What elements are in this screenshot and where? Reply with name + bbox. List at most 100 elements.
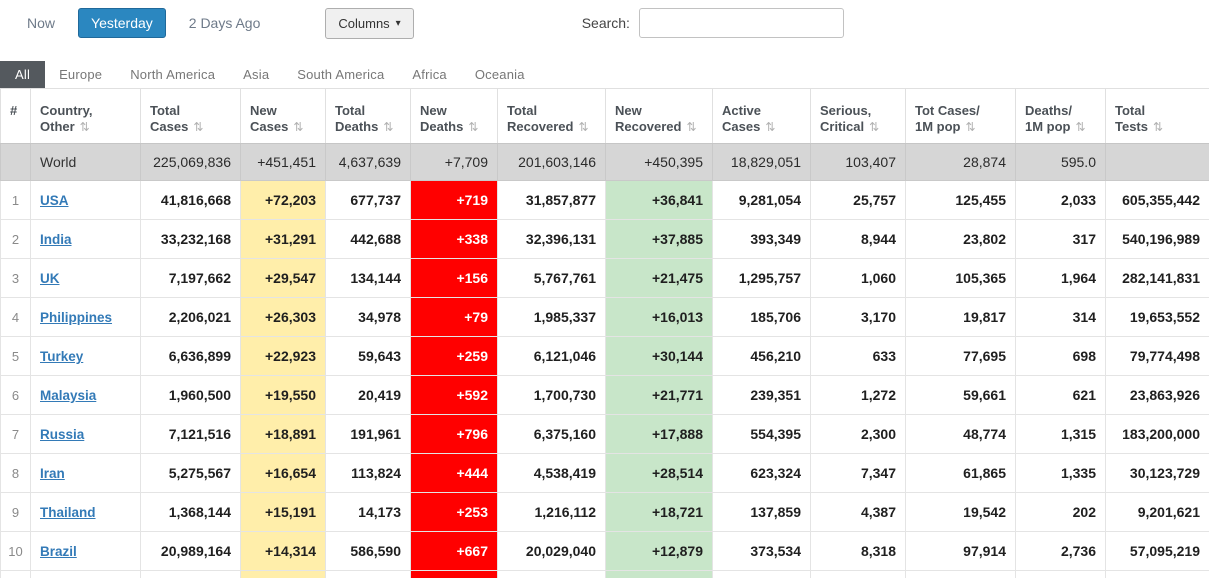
total-tests: 9,201,621 bbox=[1105, 492, 1209, 532]
country-link-turkey[interactable]: Turkey bbox=[40, 349, 84, 364]
world-active-cases: 18,829,051 bbox=[712, 143, 811, 181]
col-header-rank: # bbox=[0, 88, 31, 144]
total-recovered bbox=[497, 570, 606, 578]
country-link-brazil[interactable]: Brazil bbox=[40, 544, 77, 559]
sort-icon[interactable]: ⇅ bbox=[79, 120, 90, 134]
active-cases: 137,859 bbox=[712, 492, 811, 532]
country-row-malaysia: 6 Malaysia 1,960,500 +19,550 20,419 +592 1,700… bbox=[0, 375, 1209, 415]
table-body: World 225,069,836 +451,451 4,637,639 +7,709 2… bbox=[0, 143, 1209, 578]
columns-dropdown-button[interactable]: Columns ▾ bbox=[325, 8, 414, 39]
continent-tab-north-america[interactable]: North America bbox=[130, 67, 216, 82]
col-header-new-deaths[interactable]: New Deaths ⇅ bbox=[410, 88, 498, 144]
country-link-russia[interactable]: Russia bbox=[40, 427, 85, 442]
country-cell: Iran bbox=[30, 453, 141, 493]
country-link-malaysia[interactable]: Malaysia bbox=[40, 388, 97, 403]
continent-tab-africa[interactable]: Africa bbox=[412, 67, 447, 82]
col-header-country-other[interactable]: Country, Other ⇅ bbox=[30, 88, 141, 144]
sort-icon[interactable]: ⇅ bbox=[965, 120, 976, 134]
total-tests: 19,653,552 bbox=[1105, 297, 1209, 337]
sort-icon[interactable]: ⇅ bbox=[686, 120, 697, 134]
new-recovered: +37,885 bbox=[605, 219, 713, 259]
country-link-philippines[interactable]: Philippines bbox=[40, 310, 113, 325]
country-cell: USA bbox=[30, 180, 141, 220]
new-recovered: +36,841 bbox=[605, 180, 713, 220]
world-total-cases: 225,069,836 bbox=[140, 143, 241, 181]
sort-icon[interactable]: ⇅ bbox=[468, 120, 479, 134]
deaths-1m-pop: 2,033 bbox=[1015, 180, 1106, 220]
tab-2-days-ago[interactable]: 2 Days Ago bbox=[176, 8, 274, 38]
tot-cases-1m-pop: 19,817 bbox=[905, 297, 1016, 337]
col-header-tot-cases-1m-pop[interactable]: Tot Cases/1M pop ⇅ bbox=[905, 88, 1016, 144]
new-cases: +19,550 bbox=[240, 375, 326, 415]
total-cases: 2,206,021 bbox=[140, 297, 241, 337]
col-header-total-deaths[interactable]: Total Deaths ⇅ bbox=[325, 88, 411, 144]
sort-icon[interactable]: ⇅ bbox=[383, 120, 394, 134]
country-link-thailand[interactable]: Thailand bbox=[40, 505, 96, 520]
sort-icon[interactable]: ⇅ bbox=[1075, 120, 1086, 134]
continent-tab-all[interactable]: All bbox=[0, 61, 46, 88]
sort-icon[interactable]: ⇅ bbox=[293, 120, 304, 134]
partial-next-row bbox=[0, 570, 1209, 578]
serious-critical: 25,757 bbox=[810, 180, 906, 220]
total-deaths: 586,590 bbox=[325, 531, 411, 571]
country-link-india[interactable]: India bbox=[40, 232, 72, 247]
active-cases: 623,324 bbox=[712, 453, 811, 493]
country-link-iran[interactable]: Iran bbox=[40, 466, 65, 481]
country-row-russia: 7 Russia 7,121,516 +18,891 191,961 +796 6,375,… bbox=[0, 414, 1209, 454]
sort-icon[interactable]: ⇅ bbox=[578, 120, 589, 134]
country-link-usa[interactable]: USA bbox=[40, 193, 69, 208]
tab-yesterday[interactable]: Yesterday bbox=[78, 8, 166, 38]
col-header-deaths-1m-pop[interactable]: Deaths/1M pop ⇅ bbox=[1015, 88, 1106, 144]
new-deaths: +592 bbox=[410, 375, 498, 415]
tot-cases-1m-pop: 77,695 bbox=[905, 336, 1016, 376]
continent-tab-south-america[interactable]: South America bbox=[297, 67, 385, 82]
total-tests: 183,200,000 bbox=[1105, 414, 1209, 454]
col-header-total-cases[interactable]: Total Cases ⇅ bbox=[140, 88, 241, 144]
total-cases: 33,232,168 bbox=[140, 219, 241, 259]
new-recovered: +16,013 bbox=[605, 297, 713, 337]
country-row-usa: 1 USA 41,816,668 +72,203 677,737 +719 31,857,8… bbox=[0, 180, 1209, 220]
sort-icon[interactable]: ⇅ bbox=[1153, 120, 1164, 134]
table-header: # Country, Other ⇅ Total Cases ⇅ New Cases ⇅ Total… bbox=[0, 88, 1209, 144]
col-header-active-cases[interactable]: Active Cases ⇅ bbox=[712, 88, 811, 144]
sort-icon[interactable]: ⇅ bbox=[193, 120, 204, 134]
new-deaths: +79 bbox=[410, 297, 498, 337]
country-row-iran: 8 Iran 5,275,567 +16,654 113,824 +444 4,538,41… bbox=[0, 453, 1209, 493]
tab-now[interactable]: Now bbox=[14, 8, 68, 38]
country-row-india: 2 India 33,232,168 +31,291 442,688 +338 32,396… bbox=[0, 219, 1209, 259]
country-row-thailand: 9 Thailand 1,368,144 +15,191 14,173 +253 1,216… bbox=[0, 492, 1209, 532]
active-cases: 373,534 bbox=[712, 531, 811, 571]
total-recovered: 6,375,160 bbox=[497, 414, 606, 454]
total-tests: 605,355,442 bbox=[1105, 180, 1209, 220]
total-tests: 282,141,831 bbox=[1105, 258, 1209, 298]
total-cases: 6,636,899 bbox=[140, 336, 241, 376]
world-total-tests bbox=[1105, 143, 1209, 181]
deaths-1m-pop: 2,736 bbox=[1015, 531, 1106, 571]
deaths-1m-pop: 314 bbox=[1015, 297, 1106, 337]
total-tests: 79,774,498 bbox=[1105, 336, 1209, 376]
col-header-new-recovered[interactable]: New Recovered ⇅ bbox=[605, 88, 713, 144]
continent-tabs: All Europe North America Asia South America A… bbox=[0, 58, 1209, 88]
active-cases: 9,281,054 bbox=[712, 180, 811, 220]
continent-tab-europe[interactable]: Europe bbox=[59, 67, 103, 82]
country-cell: Turkey bbox=[30, 336, 141, 376]
total-tests: 57,095,219 bbox=[1105, 531, 1209, 571]
sort-icon[interactable]: ⇅ bbox=[869, 120, 880, 134]
col-header-total-recovered[interactable]: Total Recovered ⇅ bbox=[497, 88, 606, 144]
col-header-total-tests[interactable]: Total Tests ⇅ bbox=[1105, 88, 1209, 144]
sort-icon[interactable]: ⇅ bbox=[765, 120, 776, 134]
country-link-uk[interactable]: UK bbox=[40, 271, 60, 286]
col-header-serious-critical[interactable]: Serious, Critical ⇅ bbox=[810, 88, 906, 144]
continent-tab-asia[interactable]: Asia bbox=[243, 67, 270, 82]
deaths-1m-pop: 202 bbox=[1015, 492, 1106, 532]
active-cases bbox=[712, 570, 811, 578]
serious-critical: 4,387 bbox=[810, 492, 906, 532]
deaths-1m-pop: 1,335 bbox=[1015, 453, 1106, 493]
total-recovered: 1,700,730 bbox=[497, 375, 606, 415]
search-input[interactable] bbox=[638, 8, 844, 38]
continent-tab-oceania[interactable]: Oceania bbox=[474, 67, 525, 82]
total-cases: 20,989,164 bbox=[140, 531, 241, 571]
col-header-new-cases[interactable]: New Cases ⇅ bbox=[240, 88, 326, 144]
active-cases: 185,706 bbox=[712, 297, 811, 337]
